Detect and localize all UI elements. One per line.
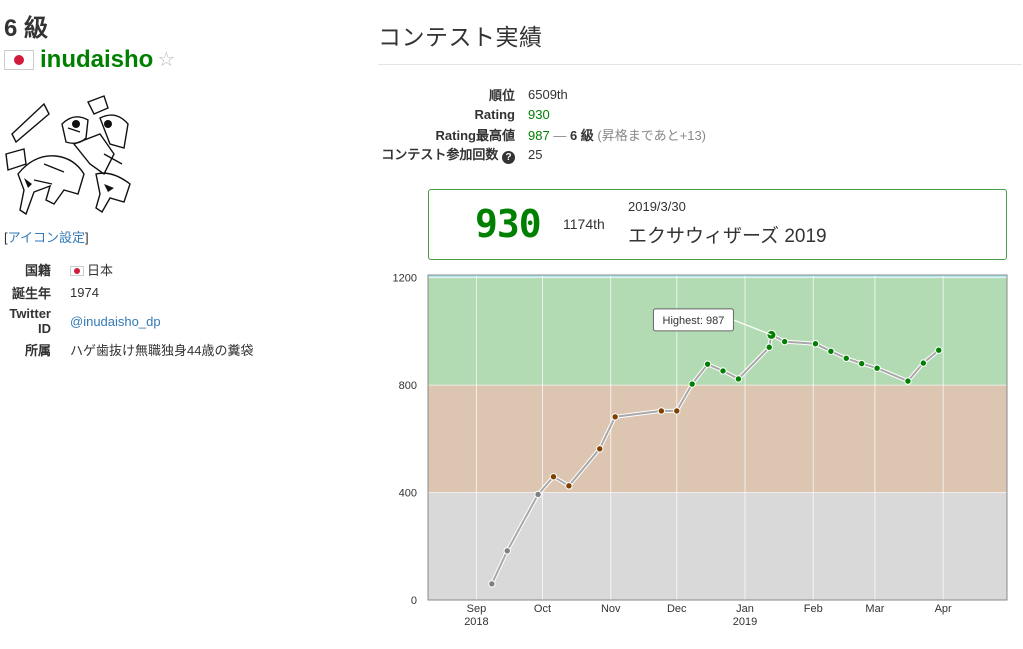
plot-border — [427, 274, 1008, 601]
rating-point[interactable] — [549, 473, 558, 481]
help-icon[interactable]: ? — [502, 151, 515, 164]
user-row: inudaisho ☆ — [4, 44, 344, 76]
x-tick-year: 2019 — [733, 616, 757, 628]
highest-tooltip-label: Highest: 987 — [663, 315, 725, 327]
rating-point[interactable] — [811, 340, 820, 348]
rating-point[interactable] — [873, 364, 881, 372]
bracket-open: [ — [4, 230, 8, 245]
rating-point[interactable] — [596, 445, 604, 453]
rating-point[interactable] — [780, 337, 789, 346]
birth-year-label: 誕生年 — [11, 286, 51, 301]
birth-year-value: 1974 — [70, 285, 99, 300]
y-tick-label: 800 — [399, 380, 417, 392]
rating-point[interactable] — [765, 343, 773, 351]
rating-band-3 — [428, 275, 1007, 278]
x-tick-year: 2018 — [464, 616, 488, 628]
highest-separator: — — [553, 127, 567, 143]
rating-point[interactable] — [734, 375, 743, 383]
rating-point[interactable] — [919, 359, 928, 367]
affiliation-value: ハゲ歯抜け無職独身44歳の糞袋 — [70, 343, 254, 358]
rating-point[interactable] — [935, 346, 943, 354]
highest-grade: 6 級 — [569, 127, 594, 143]
x-tick-label: Apr — [935, 603, 952, 615]
profile-row-country: 国籍 日本 — [4, 258, 253, 281]
profile-row-birth: 誕生年 1974 — [4, 281, 253, 304]
stats-row-rank: 順位 6509th — [378, 84, 706, 104]
twitter-label: Twitter ID — [9, 306, 51, 336]
bracket-close: ] — [84, 230, 89, 245]
count-label: コンテスト参加回数 — [381, 147, 499, 162]
x-tick-label: Dec — [667, 603, 687, 615]
country-value-cell: 日本 — [70, 258, 253, 281]
latest-date: 2019/3/30 — [628, 199, 686, 214]
y-tick-label: 1200 — [393, 273, 417, 285]
rank-title: 6 級 — [4, 15, 49, 42]
profile-panel: 6 級 inudaisho ☆ [アイコン設定] 国籍 日本 — [4, 14, 344, 361]
x-tick-label: Nov — [601, 603, 621, 615]
rating-point[interactable] — [719, 367, 727, 375]
latest-rating: 930 — [475, 202, 542, 246]
highest-pointer — [733, 319, 772, 336]
latest-contest-box: 930 1174th 2019/3/30 エクサウィザーズ 2019 — [428, 189, 1007, 260]
rating-value: 930 — [528, 106, 550, 122]
japan-flag-icon — [4, 50, 34, 70]
rank-label: 順位 — [488, 87, 515, 103]
y-tick-label: 400 — [399, 488, 417, 500]
rating-point[interactable] — [534, 490, 542, 499]
country-value: 日本 — [87, 263, 114, 278]
rating-point[interactable] — [857, 359, 866, 368]
rating-band-1 — [428, 385, 1007, 493]
rating-band-0 — [428, 492, 1007, 600]
country-label: 国籍 — [24, 263, 51, 278]
favorite-star-icon[interactable]: ☆ — [157, 49, 176, 71]
rating-point[interactable] — [904, 377, 912, 385]
icon-settings-link[interactable]: [アイコン設定] — [4, 227, 344, 246]
rating-point[interactable] — [827, 347, 835, 355]
highest-note: (昇格まであと+13) — [597, 127, 707, 143]
x-tick-label: Sep — [467, 603, 487, 615]
rating-point[interactable] — [611, 413, 619, 421]
x-tick-label: Oct — [534, 603, 551, 615]
x-tick-label: Feb — [804, 603, 823, 615]
divider — [378, 64, 1022, 65]
rating-point[interactable] — [565, 482, 573, 490]
avatar — [4, 94, 134, 220]
rating-point[interactable] — [673, 407, 681, 415]
x-tick-label: Jan — [736, 603, 754, 615]
profile-table: 国籍 日本 誕生年 1974 Twitter ID @inudaisho_dp … — [4, 258, 253, 361]
profile-row-affiliation: 所属 ハゲ歯抜け無職独身44歳の糞袋 — [4, 338, 253, 361]
highest-tooltip-box — [652, 308, 734, 332]
profile-row-twitter: Twitter ID @inudaisho_dp — [4, 304, 253, 338]
count-value: 25 — [528, 146, 543, 162]
affiliation-label: 所属 — [24, 343, 51, 358]
rating-point[interactable] — [503, 547, 511, 555]
twitter-value-cell: @inudaisho_dp — [70, 304, 253, 338]
rating-point[interactable] — [688, 380, 696, 388]
latest-contest-name[interactable]: エクサウィザーズ 2019 — [628, 226, 827, 247]
highest-value: 987 — [528, 127, 550, 143]
contest-history-panel: コンテスト実績 順位 6509th Rating 930 Rating最高値 9… — [378, 0, 1022, 628]
x-tick-label: Mar — [865, 603, 884, 615]
section-title: コンテスト実績 — [378, 24, 543, 50]
japan-flag-icon — [70, 266, 84, 276]
username[interactable]: inudaisho — [40, 46, 154, 73]
latest-place: 1174th — [563, 216, 605, 232]
stats-row-highest: Rating最高値 987 — 6 級 (昇格まであと+13) — [378, 124, 706, 144]
count-label-cell: コンテスト参加回数 ? — [378, 144, 528, 164]
rating-point[interactable] — [703, 360, 712, 368]
rating-point[interactable] — [657, 407, 666, 415]
stats-table: 順位 6509th Rating 930 Rating最高値 987 — 6 級… — [378, 84, 706, 164]
rank-value: 6509th — [528, 86, 568, 102]
stats-row-rating: Rating 930 — [378, 104, 706, 124]
stats-row-count: コンテスト参加回数 ? 25 — [378, 144, 706, 164]
rating-label: Rating — [474, 106, 515, 122]
highest-cell: 987 — 6 級 (昇格まであと+13) — [528, 124, 706, 144]
y-tick-label: 0 — [411, 595, 417, 607]
rating-point[interactable] — [842, 354, 850, 362]
highest-label: Rating最高値 — [435, 127, 515, 143]
icon-settings-label: アイコン設定 — [7, 230, 85, 245]
twitter-link[interactable]: @inudaisho_dp — [70, 313, 161, 329]
rating-point[interactable] — [488, 580, 496, 588]
